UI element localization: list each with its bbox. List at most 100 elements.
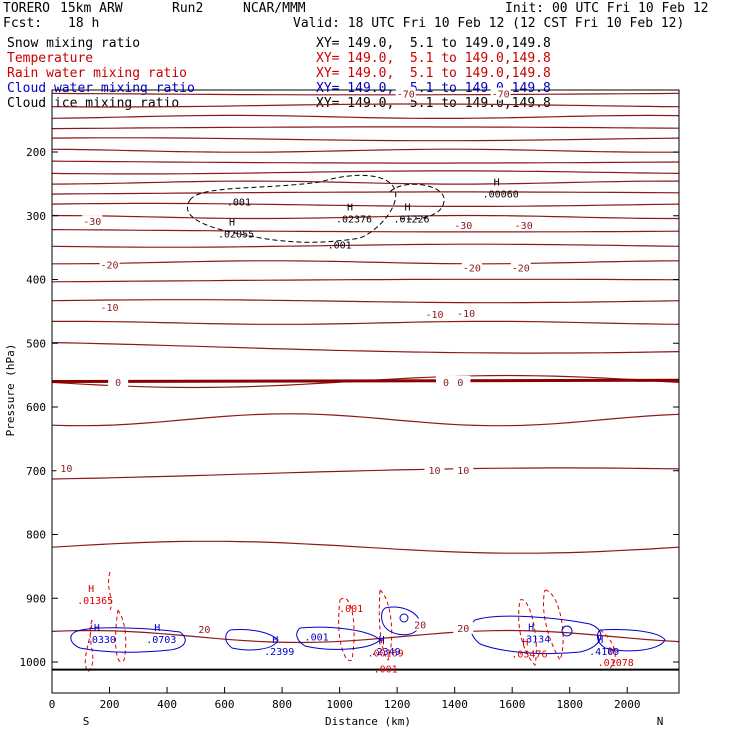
isotherm-label: -20: [463, 264, 481, 275]
isotherm-label-bg: [424, 463, 445, 476]
rain-contour: [518, 599, 537, 667]
ice-extrema-label: .02376: [336, 214, 372, 225]
y-tick-label: 800: [26, 529, 46, 542]
x-tick-label: 1800: [556, 698, 583, 711]
header-fcst-label: Fcst:: [3, 16, 43, 31]
x-tick-label: 0: [49, 698, 56, 711]
isotherm-label: -10: [100, 303, 118, 314]
freezing-line: [51, 378, 680, 383]
isotherm-line: [51, 180, 679, 185]
legend-label-temperature: Temperature: [7, 51, 94, 66]
y-axis-label: Pressure (hPa): [4, 344, 17, 437]
isotherm-label: -30: [515, 221, 533, 232]
isotherm-label: -20: [100, 260, 118, 271]
isotherm-label-bg: [56, 461, 77, 474]
isotherm-label-bg: [108, 375, 129, 388]
legend-coords-snow: XY= 149.0, 5.1 to 149.0,149.8: [316, 36, 551, 51]
y-tick-label: 700: [26, 465, 46, 478]
isotherm-line: [51, 170, 680, 175]
isotherm-label: 20: [198, 625, 210, 636]
rain-extrema-label: .03476: [511, 650, 547, 661]
ice-contour: [187, 174, 397, 243]
y-tick-label: 300: [26, 210, 46, 223]
isotherm-label: 0: [457, 378, 463, 389]
rain-contour: [108, 571, 112, 611]
isotherm-label-bg: [450, 375, 471, 388]
cloud-extrema-label: .0703: [146, 635, 176, 646]
isotherm-label-bg: [513, 218, 534, 231]
x-tick-label: 2000: [614, 698, 641, 711]
isotherm-label-bg: [82, 215, 103, 228]
y-tick-label: 1000: [20, 656, 47, 669]
isotherm-label: 10: [457, 466, 469, 477]
isotherm-line: [51, 148, 679, 153]
header-org: NCAR/MMM: [243, 1, 306, 16]
isotherm-label-bg: [453, 218, 474, 231]
rain-contour: [542, 589, 564, 662]
ice-extrema-label: .00060: [483, 189, 519, 200]
isotherm-line: [51, 467, 680, 480]
chart-labels: -70 -70-30 -30 -30-20 -20 -20-10-10 -100 0 010 10…: [56, 87, 634, 675]
ice-extrema-label: .001: [227, 198, 251, 209]
ice-max-marker: H: [405, 202, 411, 213]
rain-contour: [338, 597, 355, 662]
header-init: Init: 00 UTC Fri 10 Feb 12: [505, 1, 709, 16]
isotherm-label-bg: [510, 261, 531, 274]
rain-extrema-label: .00169: [368, 648, 404, 659]
legend-coords-temperature: XY= 149.0, 5.1 to 149.0,149.8: [316, 51, 551, 66]
rain-max-marker: H: [522, 638, 528, 649]
ice-max-marker: H: [494, 177, 500, 188]
cloud-extrema-label: .3134: [520, 634, 550, 645]
cloud-water-contour: [596, 629, 666, 652]
isotherm-line: [51, 229, 680, 233]
isotherm-line: [51, 92, 680, 96]
isotherm-line: [51, 278, 680, 283]
cloud-water-contour: [470, 615, 602, 655]
header-fcst-value: 18 h: [68, 16, 100, 31]
north-end-label: N: [657, 715, 664, 728]
cloud-water-contour: [561, 625, 573, 637]
rain-max-marker: H: [609, 646, 615, 657]
rain-extrema-label: .001: [339, 604, 363, 615]
x-tick-label: 600: [215, 698, 235, 711]
isotherm-line: [51, 126, 680, 130]
cloud-extrema-label: .2349: [371, 647, 401, 658]
cloud-max-marker: H: [597, 635, 603, 646]
isotherm-line: [51, 137, 680, 142]
cloud-extrema-label: .0330: [86, 635, 116, 646]
x-tick-label: 800: [272, 698, 292, 711]
isotherm-label: 10: [60, 464, 72, 475]
rain-contour: [84, 619, 94, 673]
isotherm-label: 10: [429, 466, 441, 477]
isotherm-label: 0: [443, 378, 449, 389]
x-tick-label: 400: [157, 698, 177, 711]
cloud-water-contours: [70, 606, 666, 655]
cloud-extrema-label: .001: [305, 633, 329, 644]
isotherm-line: [51, 299, 680, 304]
isotherm-label: 20: [414, 621, 426, 632]
y-tick-label: 900: [26, 592, 46, 605]
isotherm-label: -30: [454, 221, 472, 232]
header-model: TORERO: [3, 1, 50, 16]
x-tick-label: 1400: [441, 698, 468, 711]
rain-max-marker: H: [379, 636, 385, 647]
isotherm-line: [51, 413, 680, 427]
isotherm-label: -70: [397, 90, 415, 101]
cloud-water-contour: [399, 613, 409, 623]
rain-contour: [115, 609, 127, 663]
isotherm-line: [51, 114, 680, 119]
y-tick-label: 600: [26, 401, 46, 414]
isotherm-label-bg: [194, 623, 215, 636]
isotherm-label: -30: [83, 217, 101, 228]
isotherm-label-bg: [424, 308, 445, 321]
y-tick-label: 200: [26, 146, 46, 159]
x-tick-label: 1000: [326, 698, 353, 711]
x-tick-label: 200: [100, 698, 120, 711]
ice-extrema-label: .001: [328, 240, 352, 251]
legend-coords-rain: XY= 149.0, 5.1 to 149.0,149.8: [316, 66, 551, 81]
isotherm-line: [51, 191, 680, 195]
cloud-water-contour: [70, 627, 186, 653]
x-tick-label: 1600: [499, 698, 526, 711]
y-tick-label: 500: [26, 337, 46, 350]
